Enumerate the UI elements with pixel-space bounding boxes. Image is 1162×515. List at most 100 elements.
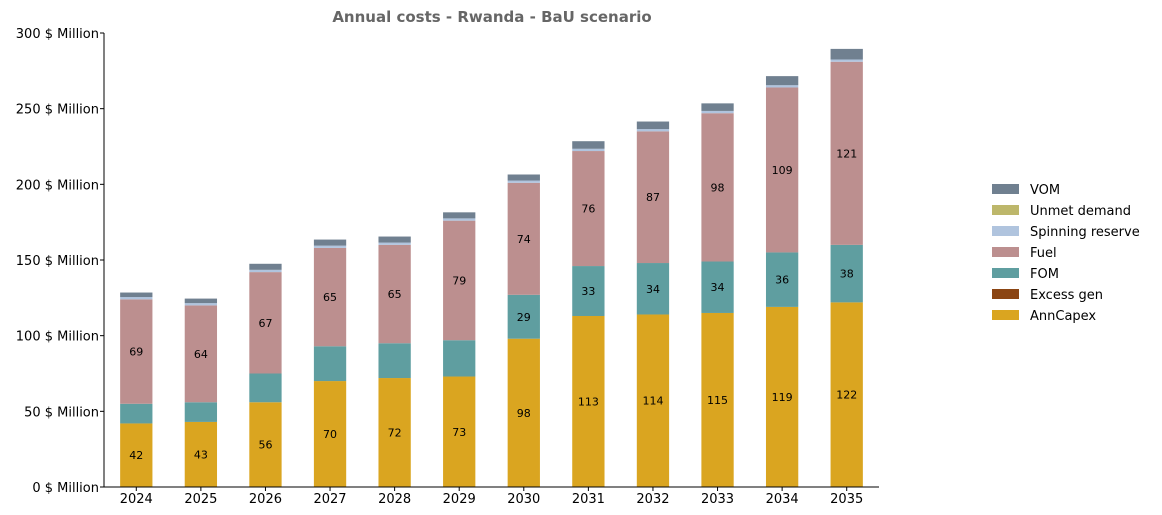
x-tick-label: 2029 [443, 492, 476, 507]
bar-segment [313, 346, 347, 382]
y-tick-label: 100 $ Million [16, 330, 99, 345]
bar-segment [443, 340, 476, 377]
bar-segment [378, 236, 411, 243]
bar-segment [443, 212, 476, 219]
legend-swatch [992, 184, 1019, 194]
bar-segment [443, 220, 476, 341]
data-label: 76 [581, 203, 595, 216]
x-tick-label: 2028 [378, 492, 411, 507]
data-label: 87 [646, 191, 660, 204]
data-label: 69 [129, 346, 143, 359]
bar-segment [636, 263, 670, 315]
x-tick-label: 2030 [507, 492, 540, 507]
x-tick-label: 2026 [249, 492, 282, 507]
data-label: 33 [581, 285, 595, 298]
bar-segment [830, 244, 863, 303]
bar-segment [572, 151, 605, 267]
data-label: 56 [258, 439, 272, 452]
bar-segment [378, 378, 411, 487]
x-tick-label: 2033 [701, 492, 734, 507]
bar-segment [636, 121, 670, 130]
bar-segment [701, 110, 734, 114]
bar-segment [830, 61, 863, 245]
x-tick-label: 2031 [572, 492, 605, 507]
data-label: 65 [323, 291, 337, 304]
data-label: 79 [452, 274, 466, 287]
bar-segment [120, 299, 153, 404]
bar-segment [701, 261, 734, 313]
y-tick-label: 200 $ Million [16, 178, 99, 193]
y-tick-label: 0 $ Million [32, 481, 99, 496]
data-label: 64 [194, 348, 208, 361]
bar-segment [120, 297, 153, 300]
bar-segment [765, 306, 799, 487]
legend-label: Spinning reserve [1030, 225, 1140, 240]
bar-segment [184, 305, 218, 403]
axes-group: 0 $ Million 50 $ Million 100 $ Million 150 … [16, 27, 879, 507]
bar-segment [313, 247, 347, 347]
bar-segment [249, 269, 282, 273]
bars-group [120, 48, 863, 487]
data-label: 43 [194, 448, 208, 461]
data-label: 113 [578, 395, 599, 408]
y-tick-label: 300 $ Million [16, 27, 99, 42]
bar-segment [701, 113, 734, 262]
bar-segment [572, 141, 605, 149]
bar-segment [765, 252, 799, 307]
data-label: 74 [517, 233, 531, 246]
data-label: 119 [772, 391, 793, 404]
bar-segment [184, 421, 218, 487]
data-label: 34 [646, 283, 660, 296]
data-label: 98 [517, 407, 531, 420]
bar-segment [120, 403, 153, 424]
x-tick-label: 2035 [830, 492, 863, 507]
bar-segment [765, 76, 799, 86]
bar-segment [378, 244, 411, 344]
legend-swatch [992, 247, 1019, 257]
bar-segment [184, 303, 218, 306]
data-label: 98 [711, 181, 725, 194]
bar-segment [184, 402, 218, 422]
bar-segment [572, 148, 605, 152]
data-label: 72 [388, 427, 402, 440]
x-tick-label: 2025 [184, 492, 217, 507]
legend-swatch [992, 226, 1019, 236]
data-label: 73 [452, 426, 466, 439]
bar-segment [507, 180, 540, 183]
data-label: 42 [129, 449, 143, 462]
bar-segment [636, 314, 670, 487]
bar-segment [120, 292, 153, 298]
bar-segment [830, 59, 863, 62]
bar-segment [572, 315, 605, 487]
y-tick-label: 150 $ Million [16, 254, 99, 269]
legend: VOM Unmet demand Spinning reserve Fuel FOM Ex… [992, 183, 1140, 324]
bar-segment [830, 48, 863, 60]
bar-segment [636, 129, 670, 132]
bar-segment [120, 423, 153, 487]
bar-segment [249, 263, 282, 270]
bar-segment [636, 131, 670, 264]
data-label: 65 [388, 288, 402, 301]
bar-segment [765, 87, 799, 253]
bar-segment [313, 381, 347, 487]
bar-segment [507, 174, 540, 181]
bar-segment [701, 312, 734, 487]
data-label: 38 [840, 268, 854, 281]
data-label: 70 [323, 428, 337, 441]
x-tick-label: 2032 [636, 492, 669, 507]
data-label: 121 [836, 147, 857, 160]
x-tick-label: 2034 [766, 492, 799, 507]
bar-segment [830, 302, 863, 487]
bar-segment [378, 343, 411, 379]
y-tick-label: 50 $ Million [24, 405, 99, 420]
bar-segment [507, 182, 540, 295]
data-label: 115 [707, 394, 728, 407]
legend-label: FOM [1030, 267, 1059, 282]
legend-label: Fuel [1030, 246, 1057, 261]
bar-segment [765, 85, 799, 88]
legend-label: VOM [1030, 183, 1060, 198]
data-label: 67 [258, 317, 272, 330]
bar-segment [249, 272, 282, 374]
bar-segment [313, 245, 347, 248]
